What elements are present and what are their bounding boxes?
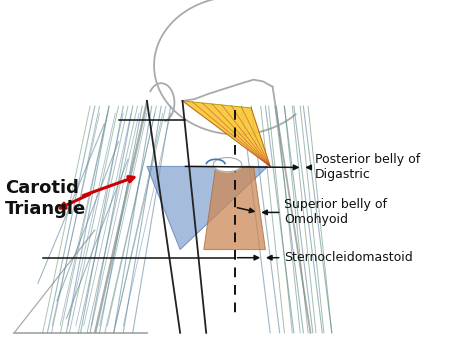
Polygon shape bbox=[147, 166, 268, 250]
Text: Carotid
Triangle: Carotid Triangle bbox=[5, 179, 86, 218]
Text: Superior belly of
Omohyoid: Superior belly of Omohyoid bbox=[263, 198, 387, 227]
Text: Posterior belly of
Digastric: Posterior belly of Digastric bbox=[307, 153, 420, 182]
Ellipse shape bbox=[213, 158, 242, 172]
Text: Sternocleidomastoid: Sternocleidomastoid bbox=[267, 251, 413, 264]
Polygon shape bbox=[182, 101, 270, 166]
Polygon shape bbox=[204, 166, 265, 250]
